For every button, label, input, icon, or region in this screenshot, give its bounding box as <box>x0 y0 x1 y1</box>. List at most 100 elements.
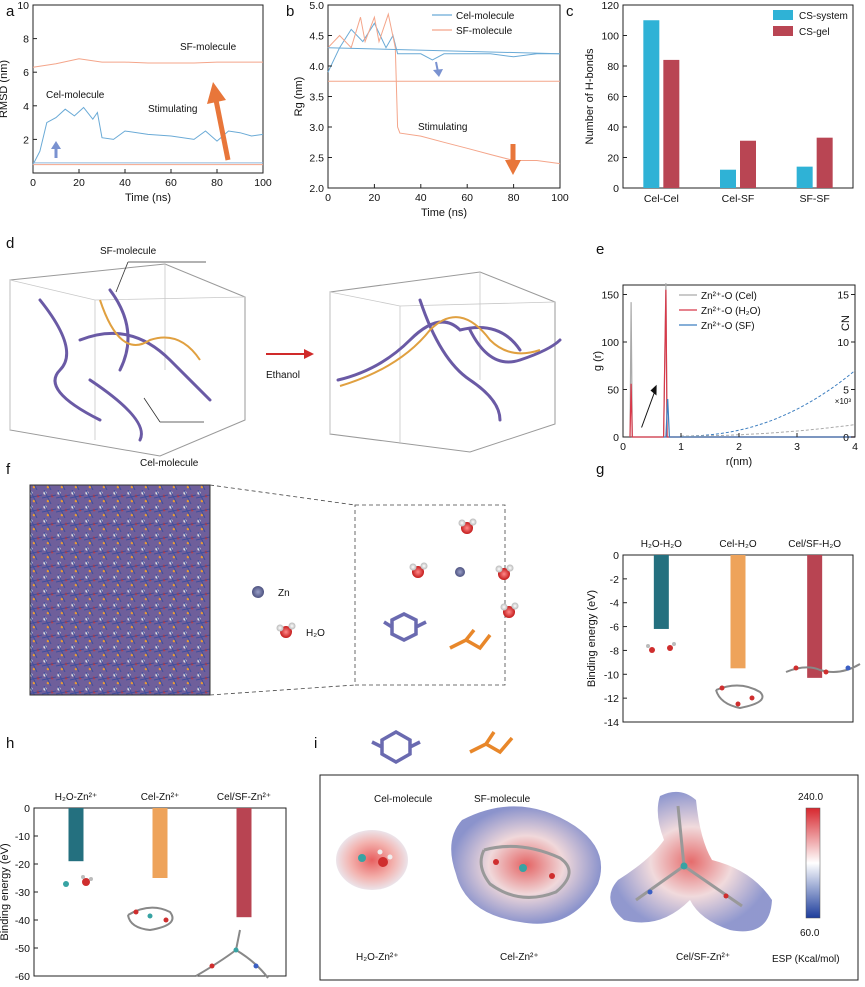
y-tick-label: 0 <box>24 803 30 815</box>
md-water-box <box>29 484 211 696</box>
y-axis-label: Rg (nm) <box>293 77 305 117</box>
thumb-h-celsf-zn <box>195 929 269 979</box>
label-d-ethanol: Ethanol <box>266 370 300 381</box>
bar-cel-cel <box>663 59 680 189</box>
x-axis-label: Time (ns) <box>421 207 467 219</box>
callout-arrow-head <box>650 384 657 396</box>
y-tick-label: 5.0 <box>309 0 324 12</box>
arrow-b-blue-head <box>433 69 443 77</box>
y-tick-label: 80 <box>607 61 619 73</box>
chart-g-binding-h2o: H₂O-H₂O Cel-H₂O Cel/SF-H₂O 0 -2 -4 -6 -8 -10 -12 -… <box>586 539 854 729</box>
y-tick-label: 50 <box>607 385 619 397</box>
x-tick-label: 40 <box>415 192 427 204</box>
label-d-cel: Cel-molecule <box>140 458 199 469</box>
x-tick-label: 100 <box>551 192 569 204</box>
colorbar-max: 240.0 <box>798 792 823 803</box>
legend-swatch <box>773 10 793 20</box>
y-axis-label: RMSD (nm) <box>0 60 10 118</box>
legend-h2o-icon <box>276 622 296 638</box>
y-tick-label: 0 <box>613 550 619 562</box>
arrow-a-stimulating <box>213 99 231 161</box>
y-tick-label: 8 <box>23 34 29 46</box>
y-tick-label: 3.0 <box>309 122 324 134</box>
plot-frame-a <box>32 4 264 174</box>
x-tick-label: 4 <box>852 441 858 453</box>
arrow-b-stimulating-head <box>505 160 521 175</box>
colorbar-label: ESP (Kcal/mol) <box>772 954 840 965</box>
arrow-a-blue-head <box>51 141 61 149</box>
x-tick-label: 0 <box>620 441 626 453</box>
callout-arrow <box>641 389 656 428</box>
legend-entry: CS-system <box>799 11 848 22</box>
y-tick-label: 3.5 <box>309 92 324 104</box>
y2-tick-label: 0 <box>843 432 849 444</box>
bar-cel-sf <box>740 140 756 188</box>
label-d-sf: SF-molecule <box>100 246 157 257</box>
x-tick-label: 1 <box>678 441 684 453</box>
bar-binding-energy <box>152 808 168 878</box>
panel-label-c: c <box>566 3 574 20</box>
legend-h2o-label: H₂O <box>306 628 325 639</box>
y-tick-label: -6 <box>610 622 619 634</box>
cn-curve-sf <box>680 370 856 437</box>
x-tick-label: 100 <box>254 177 272 189</box>
legend-entry: SF-molecule <box>456 26 513 37</box>
panel-label-f: f <box>6 461 11 478</box>
y-tick-label: -20 <box>15 859 30 871</box>
cel-molecule-icon <box>371 729 421 765</box>
chart-b-rg: 0 20 40 60 80 100 Time (ns) 2.0 2.5 3.0 3.5 4.0 4.5 5… <box>293 0 569 219</box>
x-axis-label: Time (ns) <box>125 192 171 204</box>
label-i-cel-zn: Cel-Zn²⁺ <box>500 952 539 963</box>
category-label: Cel/SF-Zn²⁺ <box>217 792 271 803</box>
panel-i-frame <box>319 774 859 981</box>
category-label: Cel-H₂O <box>719 539 756 550</box>
y2-tick-label: 10 <box>837 337 849 349</box>
annot-a-cel: Cel-molecule <box>46 90 105 101</box>
series-line-2 <box>327 47 561 55</box>
y2-axis-label: CN <box>840 315 852 331</box>
annot-b-stim: Stimulating <box>418 122 467 133</box>
x-tick-label: 0 <box>30 177 36 189</box>
thumb-g-h2o-dimer <box>646 642 676 653</box>
y-tick-label: -10 <box>15 831 30 843</box>
x-tick-label: 0 <box>325 192 331 204</box>
y-tick-label: 100 <box>601 337 619 349</box>
y-tick-label: -12 <box>604 693 619 705</box>
panel-label-a: a <box>6 3 15 20</box>
y-tick-label: 20 <box>607 153 619 165</box>
sf-molecule-icon <box>469 731 514 755</box>
legend-swatch <box>773 26 793 36</box>
category-label: Cel-Zn²⁺ <box>141 792 180 803</box>
legend-entry: Zn²⁺-O (SF) <box>701 321 755 332</box>
bar-binding-energy <box>653 555 669 629</box>
chart-c-hbonds: Cel-Cel Cel-SF SF-SF 0 20 40 60 80 100 120 Number … <box>584 0 854 205</box>
y-tick-label: 10 <box>17 0 29 12</box>
label-f-cel: Cel-molecule <box>374 794 433 805</box>
x-tick-label: 60 <box>165 177 177 189</box>
y-tick-label: -60 <box>15 971 30 983</box>
thumb-h-cel-zn <box>127 906 174 932</box>
y-tick-label: -40 <box>15 915 30 927</box>
bar-sf-sf <box>796 166 813 188</box>
esp-cel-zn <box>451 806 602 924</box>
y-tick-label: -30 <box>15 887 30 899</box>
x-tick-label: 20 <box>73 177 85 189</box>
legend-entry: Zn²⁺-O (H₂O) <box>701 306 761 317</box>
y-tick-label: 4 <box>23 101 29 113</box>
category-label: Cel-SF <box>722 193 755 205</box>
bar-sf-sf <box>816 137 833 188</box>
bar-binding-energy <box>730 555 746 669</box>
x-tick-label: 3 <box>794 441 800 453</box>
y-axis-label: Binding energy (eV) <box>586 590 598 687</box>
panel-label-e: e <box>596 241 604 258</box>
arrow-a-stimulating-head <box>207 82 226 104</box>
bar-binding-energy <box>807 555 823 678</box>
chart-e-rdf: 0 1 2 3 4 r(nm) 0 50 100 150 g (r) 0 5 10 15 CN ×10³ Zn²⁺… <box>592 283 858 468</box>
y-tick-label: -2 <box>610 574 619 586</box>
cn-curve-cel <box>680 424 856 437</box>
y-tick-label: -8 <box>610 645 619 657</box>
y-tick-label: 0 <box>613 183 619 195</box>
esp-colorbar <box>805 807 821 919</box>
y-tick-label: 100 <box>601 31 619 43</box>
